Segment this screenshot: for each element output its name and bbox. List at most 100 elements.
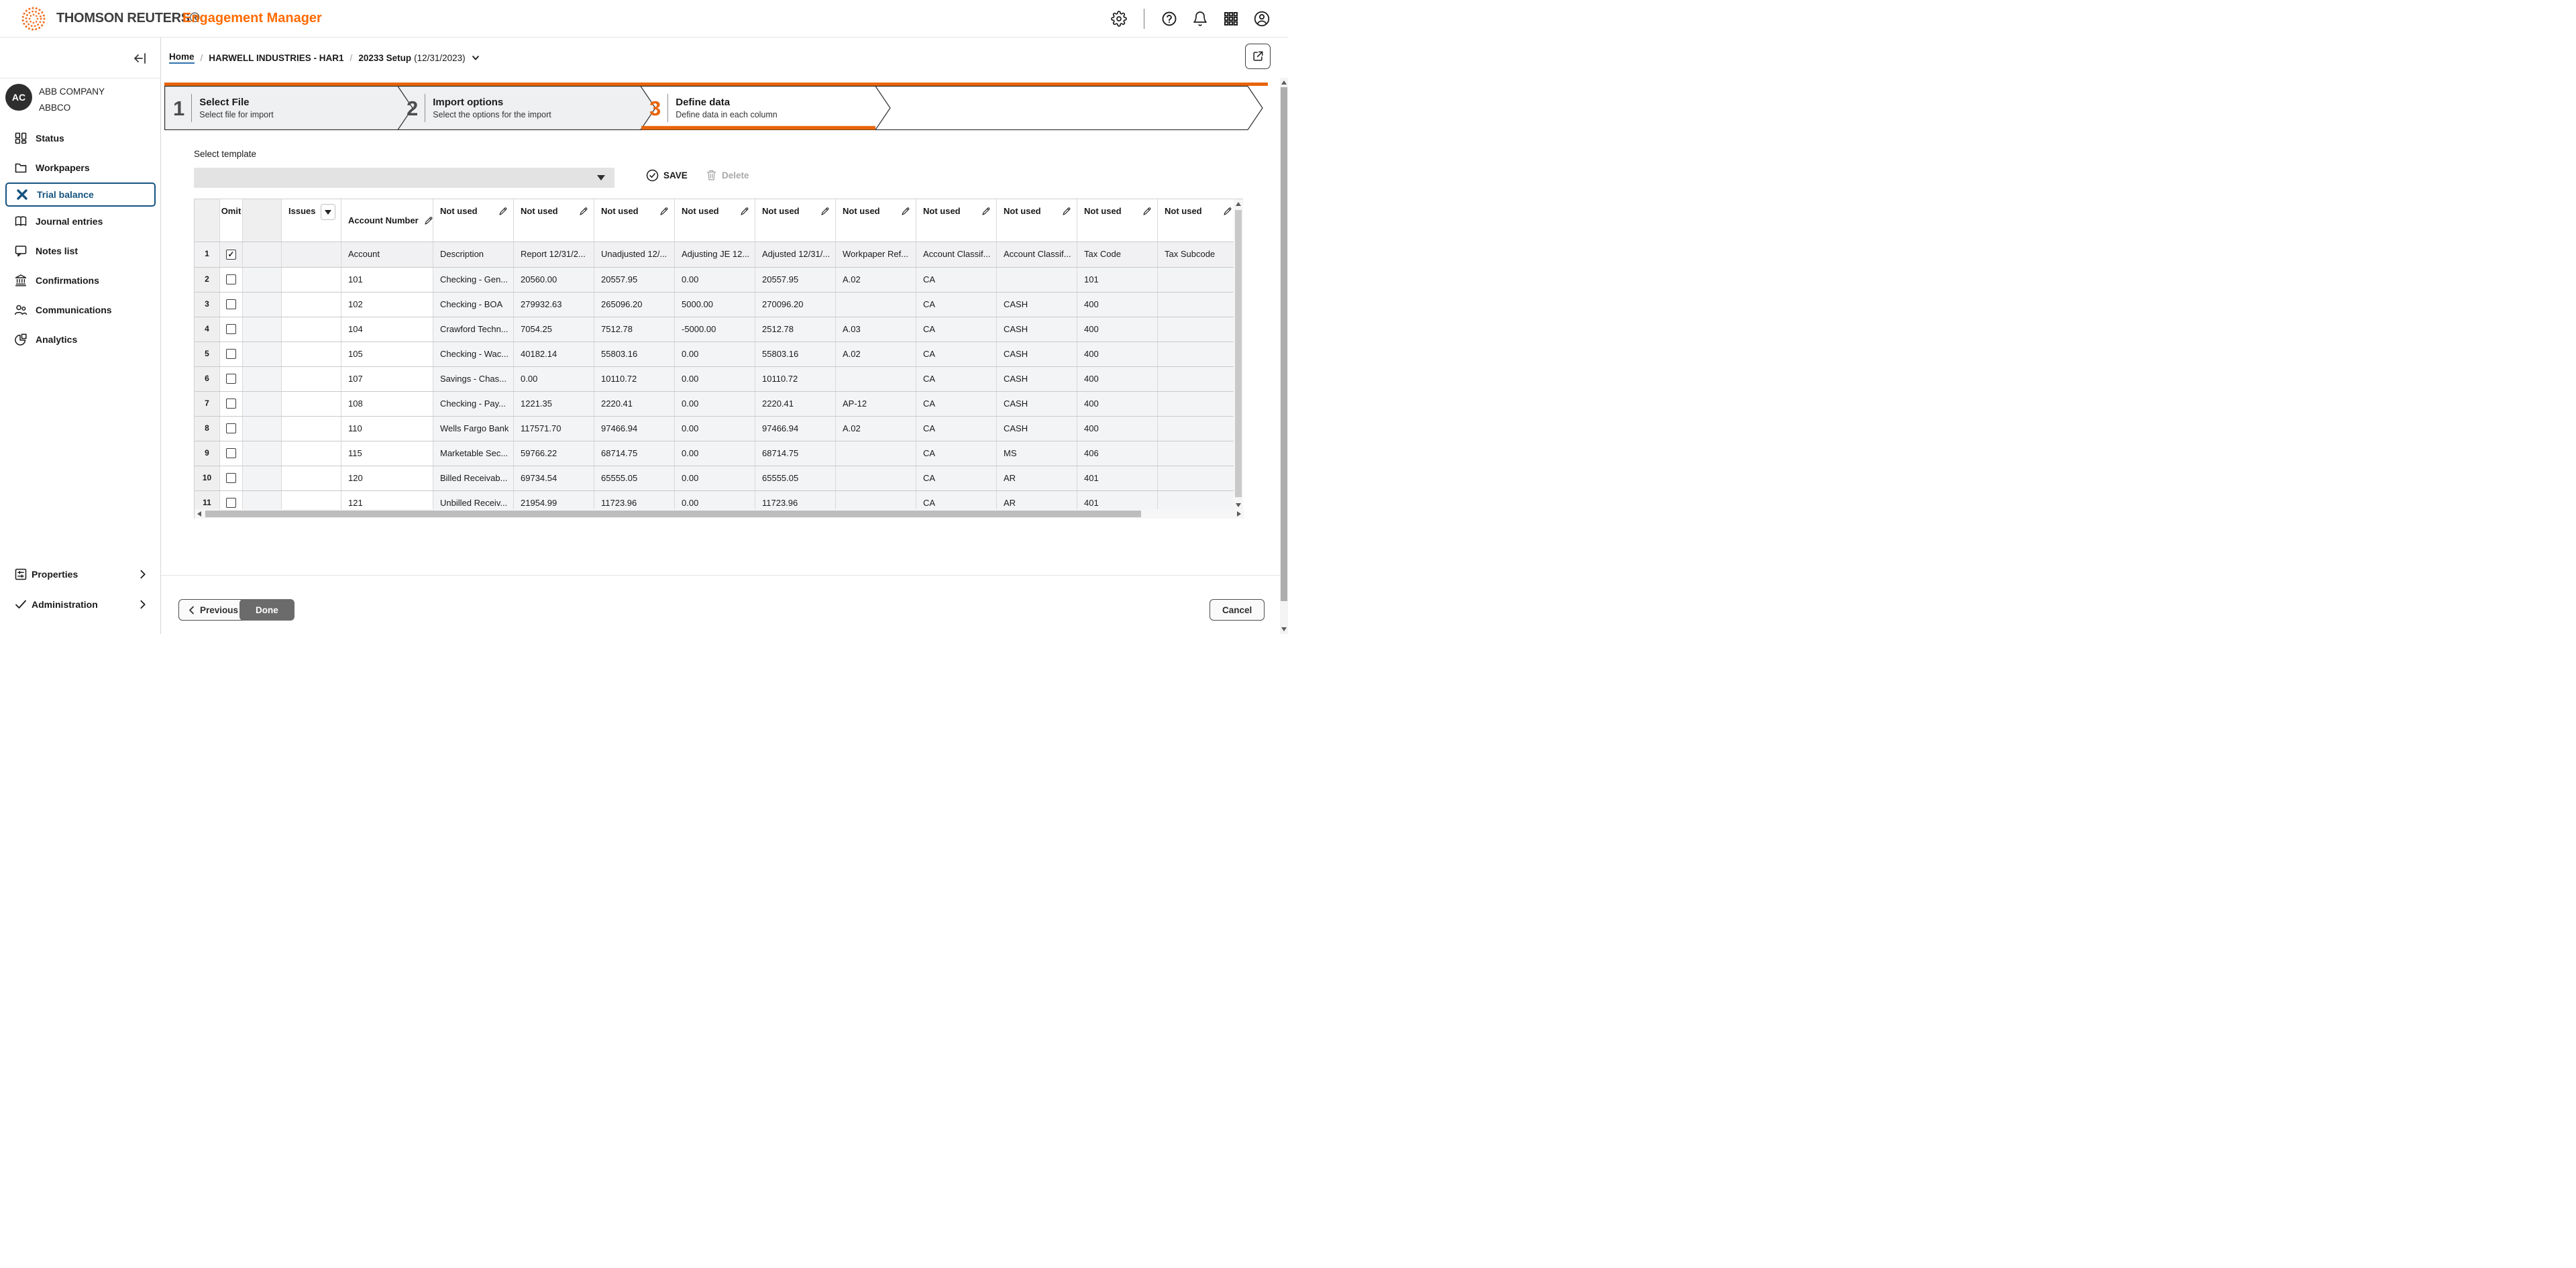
- account-number-cell[interactable]: 120: [341, 466, 433, 490]
- vertical-scroll-thumb[interactable]: [1235, 210, 1242, 497]
- engagement-chevron-down-icon[interactable]: [471, 53, 480, 62]
- account-number-cell[interactable]: 115: [341, 441, 433, 466]
- account-number-cell[interactable]: 101: [341, 268, 433, 292]
- edit-pencil-icon[interactable]: [498, 207, 508, 216]
- wizard-step-1[interactable]: 1 Select File Select file for import: [173, 86, 274, 130]
- not-used-column-header[interactable]: Not used: [836, 199, 916, 242]
- sidebar-item-notes-list[interactable]: Notes list: [0, 236, 161, 266]
- account-number-cell[interactable]: Account: [341, 242, 433, 267]
- page-vertical-scrollbar[interactable]: [1280, 78, 1288, 634]
- page-scroll-down-button[interactable]: [1280, 625, 1288, 634]
- edit-pencil-icon[interactable]: [981, 207, 991, 216]
- not-used-column-header[interactable]: Not used: [675, 199, 755, 242]
- sidebar-item-analytics[interactable]: Analytics: [0, 325, 161, 354]
- row-number-cell: 8: [195, 417, 220, 441]
- edit-pencil-icon[interactable]: [1142, 207, 1152, 216]
- settings-gear-icon[interactable]: [1110, 10, 1128, 28]
- omit-checkbox[interactable]: [226, 473, 236, 483]
- collapse-panel-arrow-icon[interactable]: [131, 50, 149, 67]
- data-cell: MS: [997, 441, 1077, 466]
- edit-pencil-icon[interactable]: [740, 207, 749, 216]
- notifications-bell-icon[interactable]: [1191, 10, 1209, 28]
- account-number-cell[interactable]: 105: [341, 342, 433, 366]
- data-cell: [1158, 417, 1234, 441]
- data-cell: CA: [916, 417, 997, 441]
- delete-template-button[interactable]: Delete: [706, 169, 749, 181]
- template-dropdown[interactable]: [194, 168, 614, 188]
- omit-checkbox[interactable]: [226, 374, 236, 384]
- account-person-icon[interactable]: [1253, 10, 1271, 28]
- page-scroll-up-button[interactable]: [1280, 78, 1288, 87]
- edit-pencil-icon[interactable]: [424, 216, 433, 225]
- not-used-column-header[interactable]: Not used: [433, 199, 514, 242]
- not-used-column-header[interactable]: Not used: [997, 199, 1077, 242]
- help-circle-icon[interactable]: [1161, 10, 1178, 28]
- sidebar-item-administration[interactable]: Administration: [0, 589, 161, 619]
- wizard-step-3[interactable]: 3 Define data Define data in each column: [649, 86, 777, 130]
- scroll-down-button[interactable]: [1234, 500, 1243, 510]
- account-number-cell[interactable]: 102: [341, 293, 433, 317]
- omit-checkbox[interactable]: [226, 274, 236, 284]
- wizard-step-2[interactable]: 2 Import options Select the options for …: [407, 86, 551, 130]
- save-template-button[interactable]: SAVE: [646, 169, 688, 182]
- sidebar-item-communications[interactable]: Communications: [0, 295, 161, 325]
- scroll-right-button[interactable]: [1234, 509, 1244, 519]
- sidebar-item-trial-balance[interactable]: Trial balance: [5, 182, 156, 207]
- sidebar-item-properties[interactable]: Properties: [0, 559, 161, 589]
- not-used-column-header[interactable]: Not used: [594, 199, 675, 242]
- spacer-cell: [243, 392, 282, 416]
- account-number-cell[interactable]: 121: [341, 491, 433, 510]
- horizontal-scroll-thumb[interactable]: [205, 511, 1141, 517]
- account-number-cell[interactable]: 107: [341, 367, 433, 391]
- data-cell: CA: [916, 342, 997, 366]
- sidebar-item-status[interactable]: Status: [0, 123, 161, 153]
- scroll-left-button[interactable]: [195, 509, 204, 519]
- done-button[interactable]: Done: [239, 599, 294, 621]
- scroll-up-button[interactable]: [1234, 199, 1243, 209]
- omit-checkbox[interactable]: [226, 324, 236, 334]
- sidebar-item-label: Administration: [32, 598, 98, 610]
- account-number-cell[interactable]: 104: [341, 317, 433, 341]
- omit-checkbox[interactable]: [226, 250, 236, 260]
- app-launcher-grid-icon[interactable]: [1222, 10, 1240, 28]
- open-new-window-button[interactable]: [1245, 44, 1271, 69]
- data-cell: CASH: [997, 293, 1077, 317]
- omit-checkbox[interactable]: [226, 423, 236, 433]
- omit-checkbox[interactable]: [226, 299, 236, 309]
- omit-checkbox[interactable]: [226, 498, 236, 508]
- sidebar-item-journal-entries[interactable]: Journal entries: [0, 207, 161, 236]
- not-used-column-header[interactable]: Not used: [755, 199, 836, 242]
- edit-pencil-icon[interactable]: [659, 207, 669, 216]
- table-vertical-scrollbar[interactable]: [1234, 199, 1243, 510]
- edit-pencil-icon[interactable]: [579, 207, 588, 216]
- table-horizontal-scrollbar[interactable]: [195, 509, 1244, 519]
- edit-pencil-icon[interactable]: [901, 207, 910, 216]
- page-scroll-thumb[interactable]: [1281, 87, 1287, 601]
- edit-pencil-icon[interactable]: [820, 207, 830, 216]
- breadcrumb-home-link[interactable]: Home: [169, 52, 195, 64]
- sidebar-item-confirmations[interactable]: Confirmations: [0, 266, 161, 295]
- omit-checkbox[interactable]: [226, 349, 236, 359]
- account-number-column-header[interactable]: Account Number: [341, 199, 433, 242]
- breadcrumb-client[interactable]: HARWELL INDUSTRIES - HAR1: [209, 52, 344, 63]
- data-cell: Adjusting JE 12...: [675, 242, 755, 267]
- sidebar-item-workpapers[interactable]: Workpapers: [0, 153, 161, 182]
- account-number-cell[interactable]: 110: [341, 417, 433, 441]
- issues-filter-dropdown[interactable]: [321, 204, 336, 220]
- spacer-cell: [243, 441, 282, 466]
- book-icon: [13, 214, 28, 229]
- not-used-column-header[interactable]: Not used: [916, 199, 997, 242]
- account-number-cell[interactable]: 108: [341, 392, 433, 416]
- previous-button[interactable]: Previous: [178, 599, 249, 621]
- data-cell: CA: [916, 392, 997, 416]
- not-used-column-header[interactable]: Not used: [514, 199, 594, 242]
- omit-checkbox[interactable]: [226, 448, 236, 458]
- cancel-button[interactable]: Cancel: [1210, 599, 1265, 621]
- breadcrumb-engagement[interactable]: 20233 Setup: [358, 52, 412, 63]
- omit-checkbox[interactable]: [226, 399, 236, 409]
- edit-pencil-icon[interactable]: [1223, 207, 1232, 216]
- edit-pencil-icon[interactable]: [1062, 207, 1071, 216]
- data-cell: Adjusted 12/31/...: [755, 242, 836, 267]
- not-used-column-header[interactable]: Not used: [1077, 199, 1158, 242]
- not-used-column-header[interactable]: Not used: [1158, 199, 1234, 242]
